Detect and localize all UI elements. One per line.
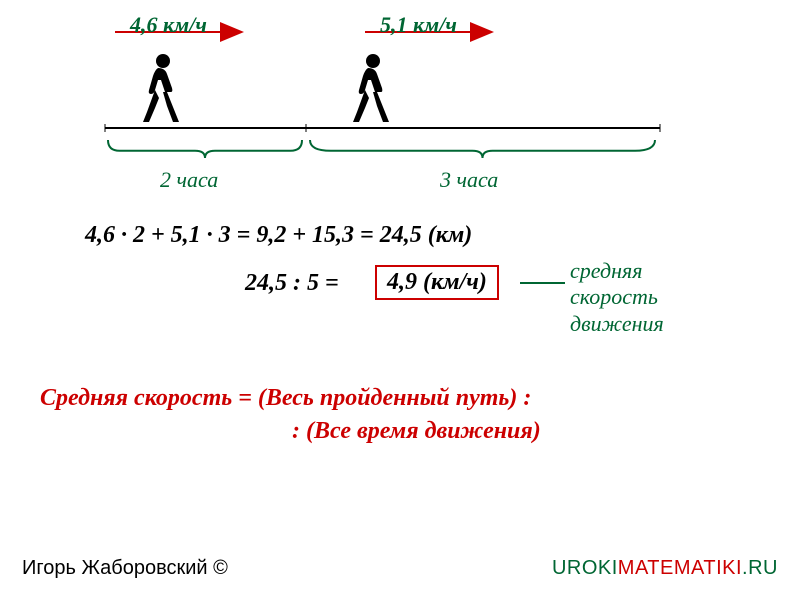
time-label-2: 3 часа [440,167,498,193]
footer-site-part3: .RU [742,557,778,579]
walker-icon-2 [345,52,393,129]
diagram-svg [0,0,800,600]
annotation-line-2: скорость [570,284,658,309]
annotation-line-1: средняя [570,258,642,283]
equation-line-2-left: 24,5 : 5 = [245,270,339,297]
equation-line-1: 4,6 · 2 + 5,1 · 3 = 9,2 + 15,3 = 24,5 (к… [85,222,472,249]
footer-site-part1: UROKI [552,557,618,579]
footer-author: Игорь Жаборовский © [22,557,228,580]
speed-label-2: 5,1 км/ч [380,12,457,38]
annotation-line-3: движения [570,311,664,336]
formula-line-1: Средняя скорость = (Весь пройденный путь… [40,385,531,412]
formula-line-2: : (Все время движения) [292,418,541,445]
walker-icon-1 [135,52,183,129]
annotation-average-speed: средняя скорость движения [570,258,664,337]
speed-label-1: 4,6 км/ч [130,12,207,38]
footer-site-part2: MATEMATIKI [618,557,742,579]
answer-box: 4,9 (км/ч) [375,265,499,300]
footer-site: UROKIMATEMATIKI.RU [552,557,778,580]
slide-canvas: 4,6 км/ч 5,1 км/ч 2 часа 3 часа 4,6 · 2 … [0,0,800,600]
time-label-1: 2 часа [160,167,218,193]
